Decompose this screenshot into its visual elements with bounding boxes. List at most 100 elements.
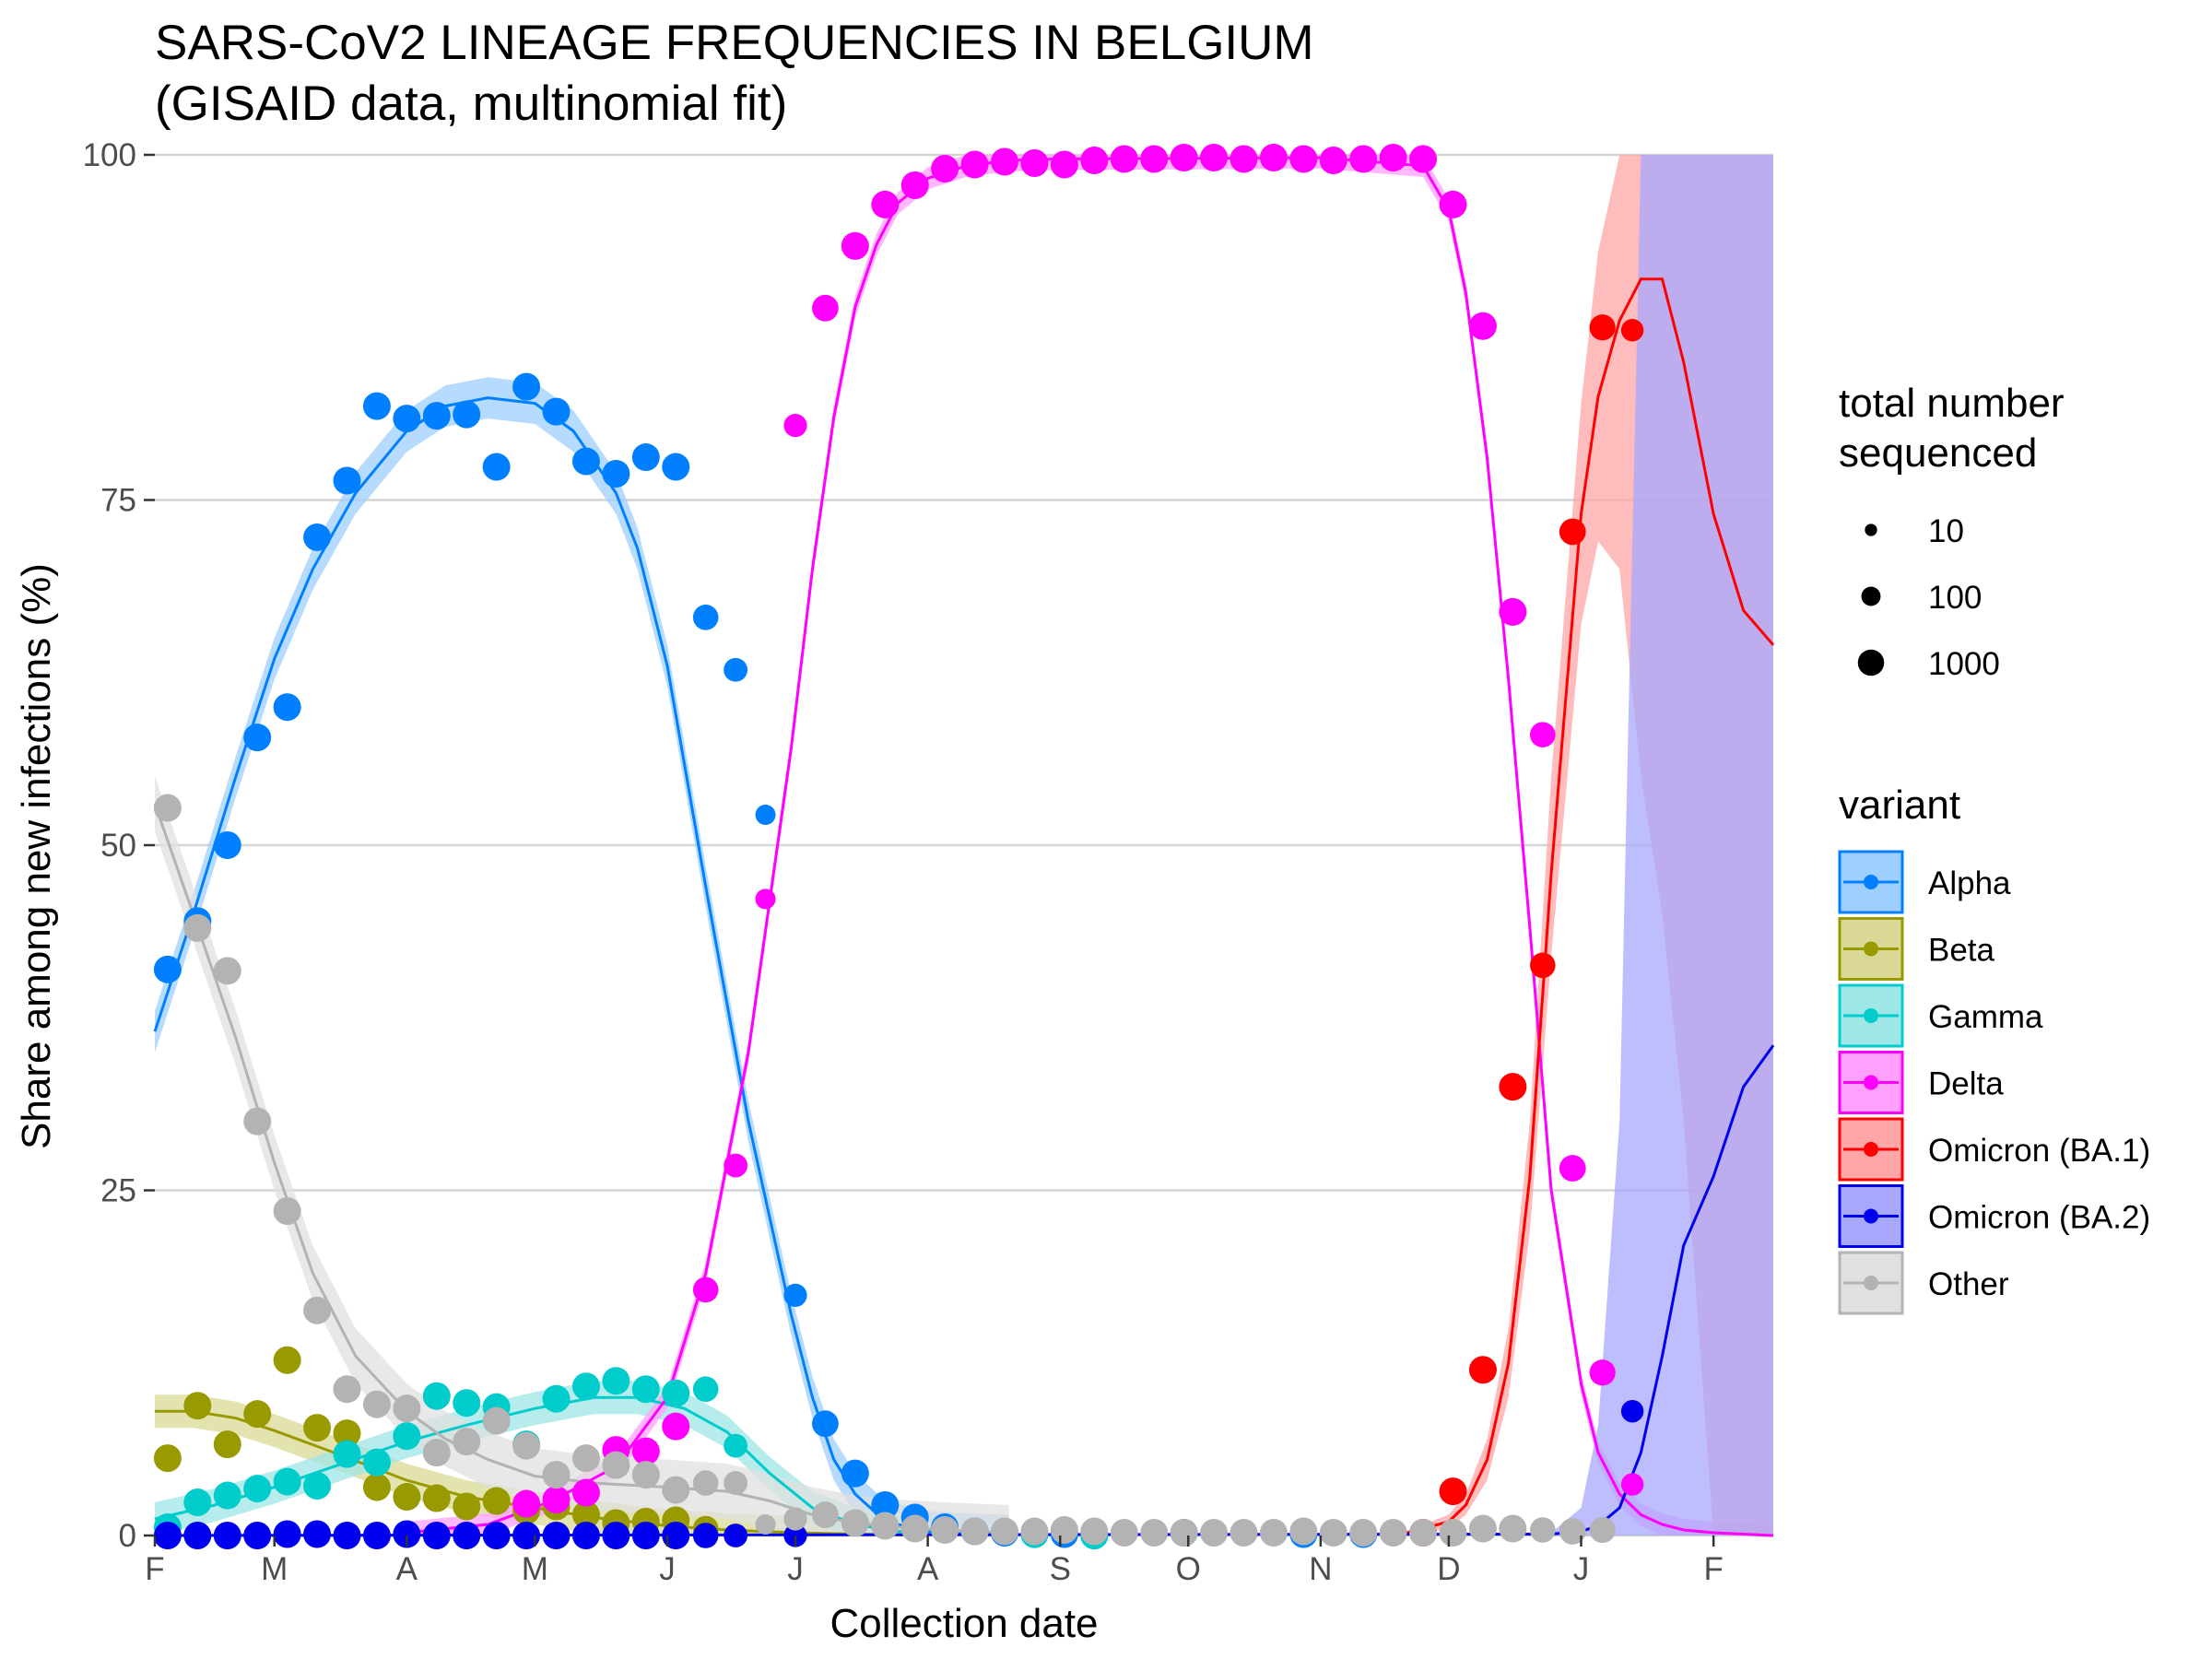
point-other-22 [812, 1501, 839, 1528]
legend-size-title-line-2: sequenced [1839, 430, 2037, 476]
x-tick-label-10: D [1437, 1551, 1460, 1587]
point-other-18 [692, 1470, 719, 1496]
point-other-45 [1499, 1514, 1527, 1543]
point-delta-27 [1319, 146, 1347, 174]
point-omicron-ba-2-14 [571, 1522, 600, 1549]
point-gamma-10 [453, 1389, 481, 1418]
legend-label-omicron-ba-1: Omicron (BA.1) [1928, 1133, 2150, 1169]
legend-key-dot-gamma [1864, 1008, 1878, 1023]
legend-key-dot-delta [1864, 1075, 1878, 1090]
point-other-41 [1379, 1519, 1407, 1547]
legend-label-other: Other [1928, 1266, 2009, 1302]
point-delta-36 [1589, 1359, 1616, 1386]
point-other-40 [1349, 1519, 1378, 1547]
legend-size-dot-1000 [1857, 649, 1885, 677]
point-alpha-17 [662, 453, 690, 481]
point-alpha-13 [542, 397, 571, 426]
x-tick-label-5: J [787, 1551, 804, 1587]
point-omicron-ba-2-12 [512, 1522, 541, 1549]
legend-key-dot-omicron-ba-2 [1864, 1208, 1878, 1224]
point-omicron-ba-1-4 [1530, 952, 1556, 979]
point-gamma-3 [243, 1475, 272, 1503]
point-omicron-ba-2-19 [724, 1524, 748, 1547]
point-alpha-14 [571, 447, 600, 476]
point-omicron-ba-2-11 [482, 1522, 511, 1549]
point-omicron-ba-2-4 [273, 1520, 301, 1548]
point-delta-31 [1439, 190, 1467, 218]
legend-size-dot-100 [1861, 586, 1881, 606]
point-gamma-7 [362, 1448, 391, 1477]
point-beta-8 [393, 1483, 421, 1512]
point-beta-0 [153, 1444, 182, 1473]
point-alpha-19 [724, 657, 748, 682]
x-tick-label-11: J [1573, 1551, 1590, 1587]
legend-size-label-100: 100 [1928, 580, 1982, 616]
point-omicron-ba-2-5 [303, 1520, 332, 1548]
point-omicron-ba-2-3 [243, 1522, 272, 1549]
point-alpha-4 [273, 693, 301, 722]
point-alpha-8 [393, 405, 421, 433]
point-other-0 [153, 794, 182, 822]
point-omicron-ba-1-3 [1499, 1073, 1527, 1101]
point-other-33 [1140, 1519, 1169, 1547]
point-other-10 [453, 1428, 481, 1456]
x-tick-label-0: F [145, 1551, 164, 1587]
point-other-29 [1020, 1517, 1049, 1546]
point-other-17 [662, 1476, 690, 1504]
point-omicron-ba-2-21 [1620, 1399, 1644, 1423]
legend-key-dot-other [1864, 1276, 1878, 1290]
legend-size-label-10: 10 [1928, 513, 1964, 549]
band-omicron-ba-2 [155, 155, 1773, 1535]
point-delta-0 [512, 1489, 541, 1518]
point-gamma-1 [183, 1488, 212, 1517]
point-alpha-12 [512, 372, 541, 401]
point-other-16 [631, 1461, 660, 1489]
point-omicron-ba-2-15 [602, 1522, 630, 1549]
y-axis-title: Share among new infections (%) [14, 563, 59, 1149]
point-alpha-7 [362, 392, 391, 420]
fit-line-omicron-ba-1 [1401, 277, 1775, 1535]
point-alpha-20 [755, 805, 776, 826]
legend-size-label-1000: 1000 [1928, 646, 2000, 682]
point-beta-1 [183, 1392, 212, 1420]
point-alpha-23 [841, 1459, 869, 1488]
point-delta-1 [542, 1486, 571, 1514]
point-gamma-8 [393, 1422, 421, 1451]
point-delta-17 [1020, 148, 1049, 177]
point-delta-29 [1379, 143, 1407, 171]
y-tick-label-25: 25 [100, 1173, 136, 1209]
point-delta-6 [692, 1277, 719, 1303]
x-tick-label-4: J [659, 1551, 676, 1587]
point-other-14 [571, 1444, 600, 1473]
point-omicron-ba-2-2 [213, 1522, 241, 1549]
x-tick-label-1: M [261, 1551, 288, 1587]
point-other-1 [183, 913, 212, 942]
point-other-15 [602, 1451, 630, 1479]
point-gamma-6 [333, 1440, 361, 1468]
point-other-28 [991, 1517, 1019, 1546]
chart-title: SARS-CoV2 LINEAGE FREQUENCIES IN BELGIUM… [155, 16, 1314, 131]
point-alpha-2 [213, 831, 241, 859]
point-delta-8 [755, 888, 776, 910]
point-omicron-ba-2-18 [692, 1523, 719, 1548]
point-alpha-6 [333, 466, 361, 495]
point-beta-10 [453, 1492, 481, 1521]
point-other-13 [542, 1461, 571, 1489]
point-other-38 [1289, 1517, 1318, 1546]
point-gamma-2 [213, 1481, 241, 1510]
point-delta-4 [631, 1437, 660, 1465]
legend-size-dot-10 [1865, 524, 1877, 536]
point-alpha-18 [692, 605, 719, 630]
point-beta-6 [333, 1419, 361, 1448]
point-other-3 [243, 1107, 272, 1135]
point-delta-9 [783, 414, 807, 438]
x-tick-label-2: A [396, 1551, 418, 1587]
point-gamma-4 [273, 1467, 301, 1496]
point-beta-9 [422, 1484, 451, 1512]
legend-label-beta: Beta [1928, 933, 1995, 969]
point-delta-32 [1468, 312, 1497, 340]
point-other-37 [1259, 1519, 1288, 1547]
point-omicron-ba-2-7 [362, 1522, 391, 1549]
